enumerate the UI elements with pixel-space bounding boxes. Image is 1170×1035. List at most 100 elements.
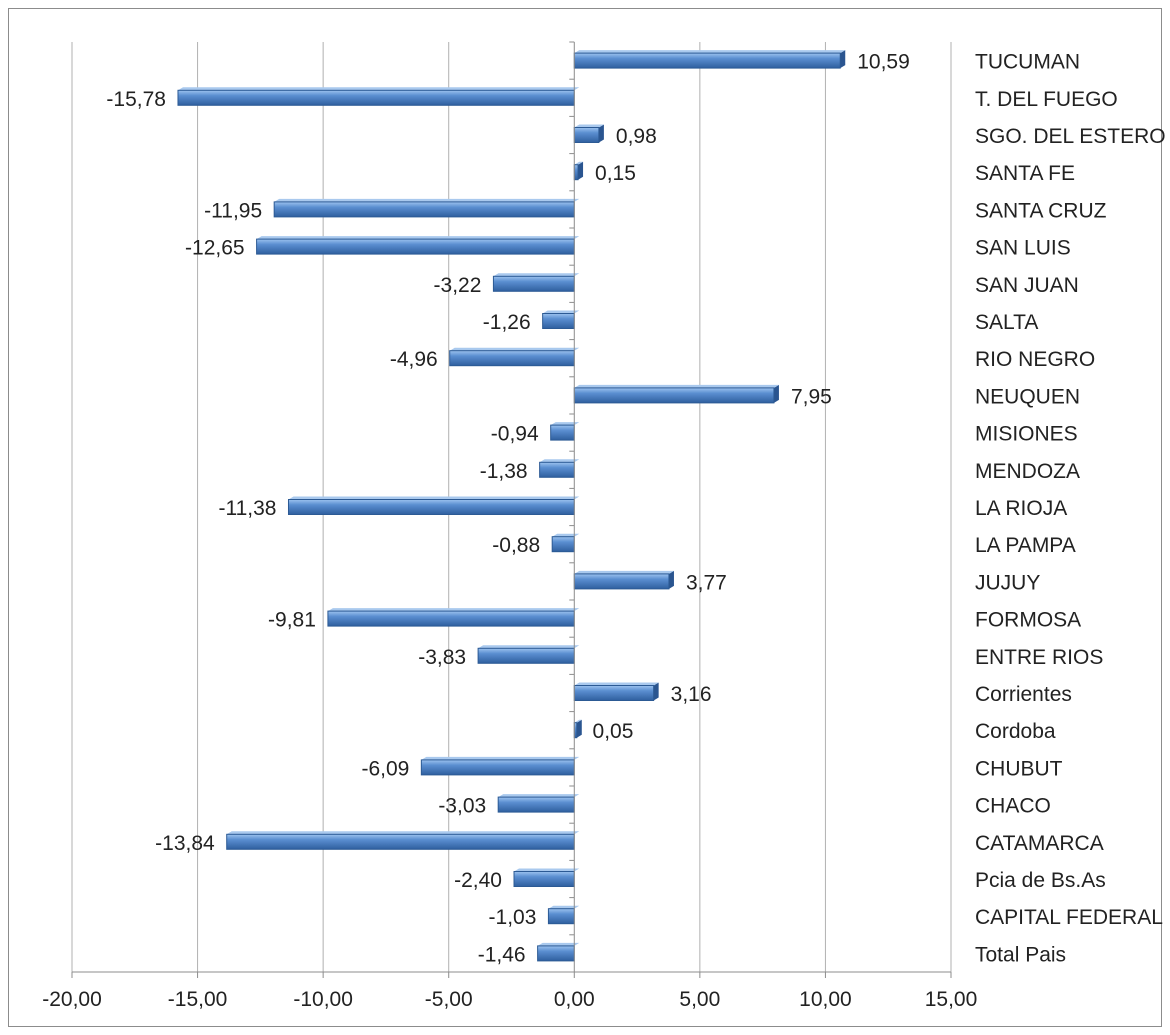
bar-side [840, 50, 846, 69]
x-tick-label: -20,00 [42, 988, 102, 1011]
bar-rio-negro [449, 350, 575, 367]
bar-san-luis [256, 238, 575, 255]
category-label: SANTA FE [975, 162, 1075, 185]
data-label: 7,95 [791, 385, 832, 408]
x-tick-label: -10,00 [293, 988, 353, 1011]
data-label: 0,05 [593, 720, 634, 743]
category-label: CATAMARCA [975, 832, 1104, 855]
x-tick-label: -5,00 [425, 988, 473, 1011]
bar-top [421, 756, 580, 760]
category-label: RIO NEGRO [975, 348, 1095, 371]
bar-side [653, 682, 659, 701]
bar-top [327, 608, 580, 612]
bar-top [574, 50, 846, 54]
bar-salta [542, 313, 575, 329]
axes [71, 41, 952, 978]
x-tick-label: 15,00 [925, 988, 978, 1011]
bar-capital-federal [547, 908, 575, 925]
bar-top [574, 682, 659, 686]
data-label: -9,81 [268, 609, 316, 632]
category-label: SGO. DEL ESTERO [975, 125, 1166, 148]
bar-san-juan [492, 275, 575, 292]
data-label: 3,77 [686, 571, 727, 594]
bar-t-del-fuego [177, 89, 575, 106]
bars [177, 50, 846, 962]
category-label: FORMOSA [975, 609, 1081, 632]
chart-frame [8, 8, 1162, 1027]
category-label: ENTRE RIOS [975, 646, 1103, 669]
bar-formosa [327, 610, 575, 627]
category-label: SAN LUIS [975, 237, 1071, 260]
bar-entre-rios [477, 647, 575, 664]
bar-top [226, 831, 580, 835]
bar-side [668, 570, 674, 589]
data-label: 3,16 [671, 683, 712, 706]
x-tick-label: 0,00 [554, 988, 595, 1011]
x-tick-label: -15,00 [168, 988, 228, 1011]
category-label: NEUQUEN [975, 385, 1080, 408]
bar-side [578, 161, 584, 180]
bar-top [288, 496, 580, 500]
bar-top [274, 198, 580, 202]
bar-top [574, 124, 604, 128]
bar-tucuman [573, 52, 841, 69]
category-label: JUJUY [975, 571, 1040, 594]
bar-top [542, 310, 580, 314]
bar-catamarca [226, 833, 575, 850]
data-label: -1,26 [483, 311, 531, 334]
data-label: -3,83 [418, 646, 466, 669]
bar-top [498, 794, 580, 798]
bar-chaco [497, 796, 575, 813]
category-label: TUCUMAN [975, 51, 1080, 74]
bar-side [773, 384, 779, 403]
data-label: 10,59 [857, 51, 910, 74]
data-label: -3,03 [438, 795, 486, 818]
bar-corrientes [573, 685, 655, 701]
category-label: SANTA CRUZ [975, 199, 1107, 222]
data-label: -12,65 [185, 237, 245, 260]
category-label: Pcia de Bs.As [975, 869, 1106, 892]
bar-top [449, 347, 580, 351]
bar-top [548, 905, 580, 909]
grid-lines [71, 42, 952, 972]
data-label: -2,40 [454, 869, 502, 892]
x-tick-label: 5,00 [679, 988, 720, 1011]
data-label: -15,78 [106, 88, 166, 111]
bar-chubut [420, 759, 575, 776]
bar-top [552, 533, 580, 537]
bar-misiones [550, 424, 575, 441]
bar-mendoza [539, 461, 575, 478]
bar-top [493, 273, 580, 277]
bar-top [514, 868, 580, 872]
bar-top [574, 719, 582, 723]
category-label: LA RIOJA [975, 497, 1067, 520]
bar-pcia-de-bs-as [513, 871, 575, 887]
bar-top [550, 422, 580, 426]
bar-top [177, 87, 580, 91]
category-label: SAN JUAN [975, 274, 1079, 297]
bar-la-pampa [551, 536, 575, 553]
category-label: MENDOZA [975, 460, 1080, 483]
labels: -20,00 -15,00 -10,00 -5,00 0,00 5,00 10,00 15,0… [42, 51, 1165, 1011]
bar-santa-cruz [273, 201, 575, 218]
data-label: 0,98 [616, 125, 657, 148]
bar-top [256, 236, 580, 240]
bar-sgo-del-estero [573, 127, 600, 143]
data-label: -0,88 [492, 534, 540, 557]
bar-jujuy [573, 573, 670, 590]
bar-total-pais [537, 945, 575, 962]
category-label: CHACO [975, 795, 1051, 818]
bar-la-rioja [287, 499, 575, 515]
bar-top [537, 942, 580, 946]
bar-top [574, 161, 584, 165]
data-label: -1,03 [489, 906, 537, 929]
bar-top [574, 570, 674, 574]
category-label: LA PAMPA [975, 534, 1076, 557]
bar-side [598, 124, 604, 143]
category-label: Total Pais [975, 943, 1066, 966]
x-tick-label: 10,00 [799, 988, 852, 1011]
category-label: Corrientes [975, 683, 1072, 706]
bar-neuquen [573, 387, 775, 404]
data-label: -3,22 [434, 274, 482, 297]
